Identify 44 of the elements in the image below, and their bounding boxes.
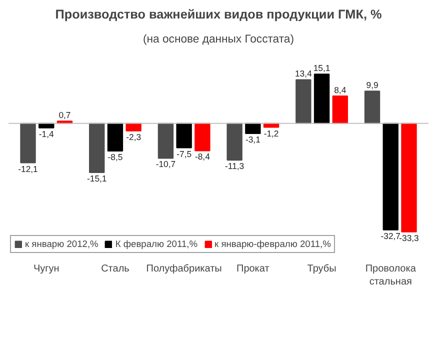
data-label: 9,9 — [366, 80, 378, 90]
data-label: -32,7 — [380, 230, 401, 241]
x-tick-label: Сталь — [101, 264, 130, 274]
data-label: -10,7 — [156, 159, 176, 170]
legend-label: К февралю 2011,% — [115, 239, 198, 249]
bar — [314, 74, 330, 124]
data-label: -1,2 — [264, 128, 279, 138]
data-label: 15,1 — [313, 63, 330, 74]
bar — [107, 122, 124, 152]
bar — [176, 122, 192, 148]
chart-subtitle: (на основе данных Госстата) — [143, 34, 294, 46]
data-label: -33,3 — [399, 232, 420, 243]
data-label: -2,3 — [126, 132, 142, 142]
bar — [89, 122, 105, 174]
legend-label: к январю 2012,% — [25, 239, 98, 249]
bar — [245, 122, 261, 134]
data-label: -15,1 — [86, 174, 107, 184]
data-label: -8,5 — [108, 152, 123, 162]
data-label: 13,4 — [294, 68, 312, 79]
data-label: -11,3 — [225, 161, 244, 172]
bar — [382, 122, 398, 230]
data-label: -7,5 — [176, 148, 192, 159]
data-label: 0,7 — [58, 110, 71, 120]
legend-label: к январю-февралю 2011,% — [214, 239, 331, 249]
data-label: -8,4 — [194, 152, 210, 162]
x-tick-label: Трубы — [307, 264, 336, 274]
bar — [296, 79, 312, 124]
bar — [226, 122, 242, 161]
bar — [401, 122, 417, 232]
chart-title: Производство важнейших видов продукции ГМК, % — [55, 8, 382, 22]
x-tick-label: Прокат — [236, 264, 270, 274]
data-label: 8,4 — [334, 84, 346, 95]
bar — [194, 122, 210, 152]
x-tick-label: Чугун — [33, 264, 60, 274]
data-label: -1,4 — [38, 128, 54, 139]
bar — [332, 95, 348, 124]
bar — [364, 90, 380, 124]
bar — [126, 122, 142, 132]
x-tick-label: Проволока стальная — [365, 264, 416, 288]
x-tick-label: Полуфабрикаты — [146, 264, 222, 274]
bar — [158, 122, 174, 159]
data-label: -12,1 — [18, 164, 38, 174]
bar — [20, 122, 36, 164]
data-label: -3,1 — [245, 134, 261, 144]
